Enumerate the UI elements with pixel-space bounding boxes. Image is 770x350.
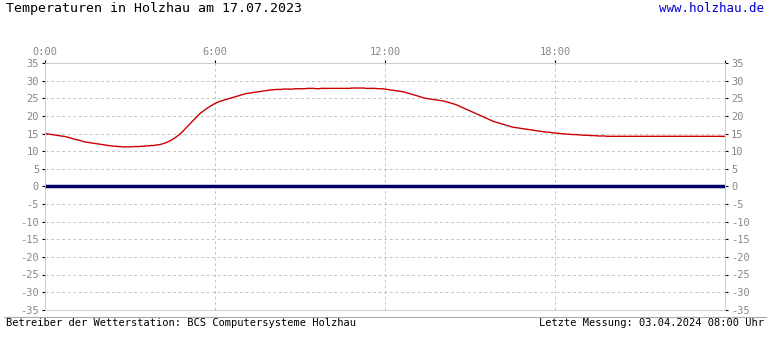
Text: www.holzhau.de: www.holzhau.de	[659, 2, 764, 15]
Text: Betreiber der Wetterstation: BCS Computersysteme Holzhau: Betreiber der Wetterstation: BCS Compute…	[6, 318, 357, 329]
Text: Letzte Messung: 03.04.2024 08:00 Uhr: Letzte Messung: 03.04.2024 08:00 Uhr	[539, 318, 764, 329]
Text: Temperaturen in Holzhau am 17.07.2023: Temperaturen in Holzhau am 17.07.2023	[6, 2, 302, 15]
